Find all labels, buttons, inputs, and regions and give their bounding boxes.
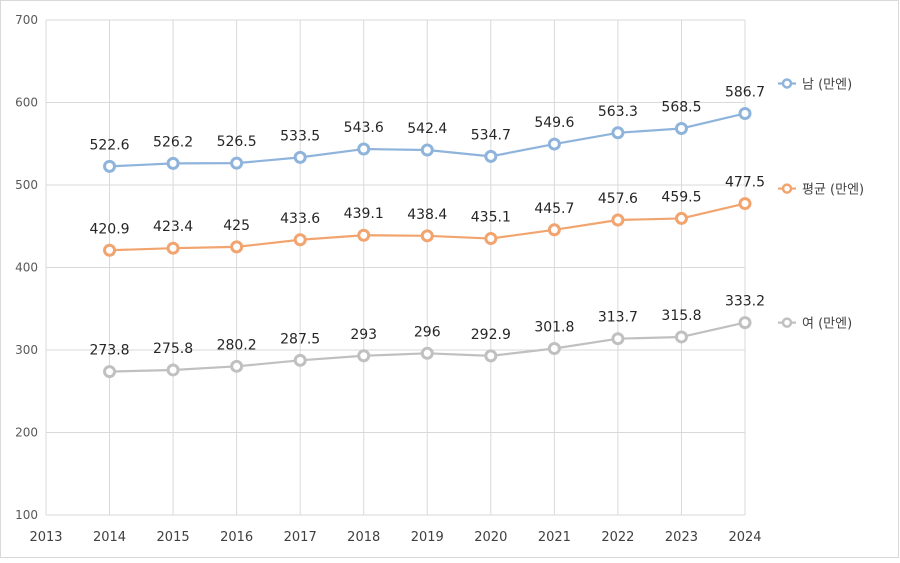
x-tick-label: 2017	[284, 530, 317, 545]
data-point	[484, 232, 498, 246]
data-point	[357, 142, 371, 156]
data-label: 586.7	[725, 84, 765, 100]
data-point	[674, 211, 688, 225]
data-point	[484, 149, 498, 163]
y-tick-label: 200	[15, 426, 38, 440]
data-label: 568.5	[661, 99, 701, 115]
legend-label: 남 (만엔)	[802, 77, 852, 92]
data-label: 457.6	[598, 191, 638, 207]
data-point	[674, 330, 688, 344]
data-label: 459.5	[661, 189, 701, 205]
data-point	[738, 316, 752, 330]
data-point	[420, 143, 434, 157]
legend-label: 여 (만엔)	[802, 317, 852, 332]
data-labels: 522.6 526.2 526.5 533.5 543.6 542.4 534.7 549.6…	[89, 84, 765, 358]
y-tick-label: 300	[15, 343, 38, 357]
data-label: 533.5	[280, 128, 320, 144]
data-label: 435.1	[471, 210, 511, 226]
data-point	[357, 349, 371, 363]
data-label: 543.6	[344, 120, 384, 136]
y-tick-label: 700	[15, 13, 38, 27]
data-point	[103, 365, 117, 379]
data-label: 534.7	[471, 127, 511, 143]
y-tick-label: 600	[15, 96, 38, 110]
data-label: 438.4	[407, 207, 447, 223]
data-point	[357, 228, 371, 242]
axes: 100 200 300 400 500 600 700 2013 2014 2015 2016 201…	[15, 13, 761, 545]
data-label: 425	[223, 218, 250, 234]
data-label: 275.8	[153, 341, 193, 357]
data-label: 445.7	[534, 201, 574, 217]
data-label: 563.3	[598, 104, 638, 120]
x-tick-label: 2024	[728, 530, 761, 545]
data-point	[230, 240, 244, 254]
data-label: 526.5	[217, 134, 257, 150]
data-point	[738, 106, 752, 120]
data-point	[420, 229, 434, 243]
data-label: 420.9	[89, 221, 129, 237]
data-point	[420, 346, 434, 360]
data-label: 273.8	[89, 343, 129, 359]
data-point	[166, 241, 180, 255]
data-point	[484, 349, 498, 363]
x-tick-label: 2020	[474, 530, 507, 545]
data-point	[611, 332, 625, 346]
data-point	[547, 137, 561, 151]
data-point	[230, 359, 244, 373]
legend-marker	[781, 78, 793, 89]
data-label: 301.8	[534, 320, 574, 336]
data-label: 439.1	[344, 206, 384, 222]
data-label: 526.2	[153, 134, 193, 150]
data-label: 433.6	[280, 211, 320, 227]
data-point	[103, 159, 117, 173]
data-label: 549.6	[534, 115, 574, 131]
data-point	[293, 233, 307, 247]
data-label: 423.4	[153, 219, 193, 235]
data-label: 293	[350, 327, 377, 343]
data-label: 280.2	[217, 337, 257, 353]
data-point	[738, 197, 752, 211]
data-point	[166, 156, 180, 170]
data-point	[674, 121, 688, 135]
y-tick-label: 500	[15, 178, 38, 192]
data-point	[103, 243, 117, 257]
x-tick-label: 2014	[93, 530, 126, 545]
data-label: 542.4	[407, 121, 447, 137]
data-point	[611, 213, 625, 227]
data-label: 287.5	[280, 331, 320, 347]
legend[interactable]: 남 (만엔) 평균 (만엔) 여 (만엔)	[778, 77, 864, 332]
legend-marker	[781, 183, 793, 194]
data-point	[230, 156, 244, 170]
x-tick-label: 2018	[347, 530, 380, 545]
y-tick-label: 100	[15, 508, 38, 522]
data-label: 333.2	[725, 294, 765, 310]
x-tick-label: 2019	[411, 530, 444, 545]
data-point	[547, 223, 561, 237]
series-group	[103, 106, 752, 379]
legend-marker	[781, 317, 793, 328]
data-label: 292.9	[471, 327, 511, 343]
x-tick-label: 2021	[538, 530, 571, 545]
data-point	[293, 353, 307, 367]
x-tick-label: 2022	[601, 530, 634, 545]
x-tick-label: 2015	[157, 530, 190, 545]
data-label: 315.8	[661, 308, 701, 324]
data-label: 522.6	[89, 137, 129, 153]
data-point	[293, 150, 307, 164]
data-label: 477.5	[725, 175, 765, 191]
gridlines	[45, 19, 746, 516]
data-point	[611, 126, 625, 140]
data-label: 296	[414, 324, 441, 340]
x-tick-label: 2013	[29, 530, 62, 545]
x-tick-label: 2016	[220, 530, 253, 545]
y-tick-label: 400	[15, 261, 38, 275]
data-point	[166, 363, 180, 377]
data-point	[547, 342, 561, 356]
data-label: 313.7	[598, 310, 638, 326]
legend-label: 평균 (만엔)	[802, 183, 864, 198]
x-tick-label: 2023	[665, 530, 698, 545]
